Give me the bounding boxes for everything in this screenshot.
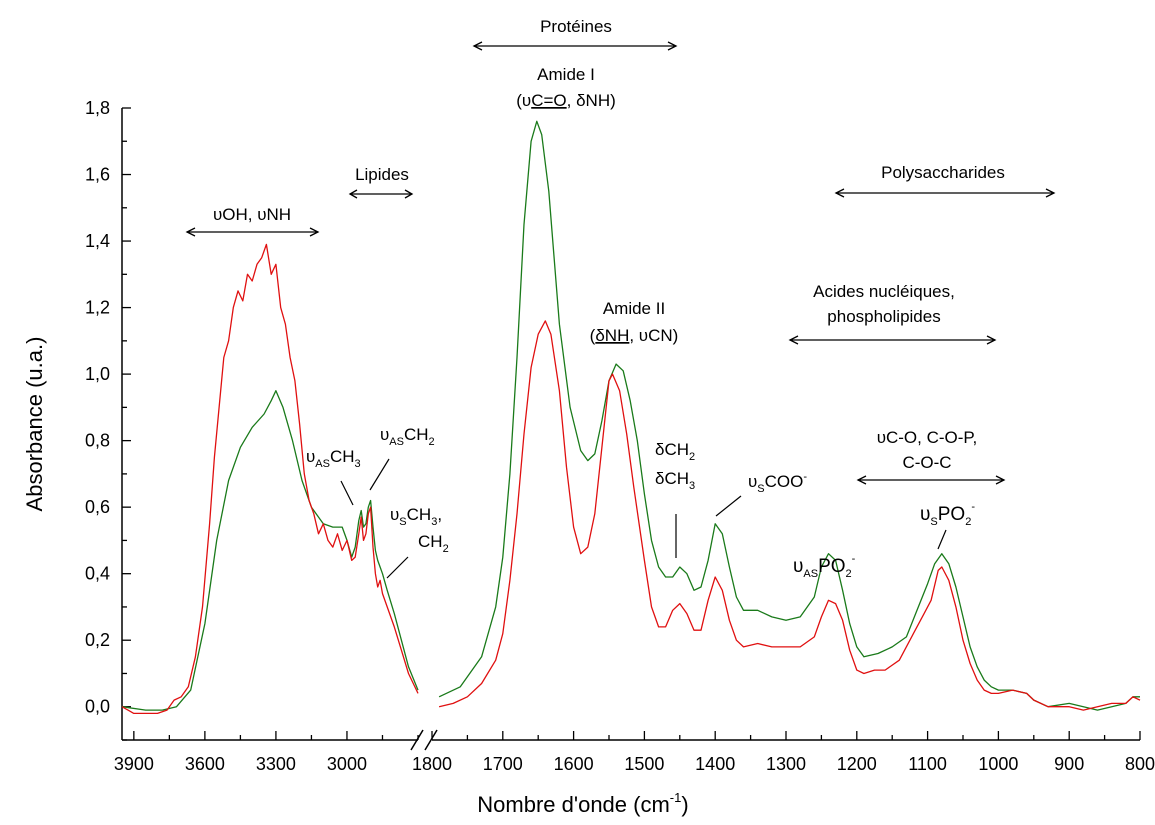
leader-vs-ch3 (386, 556, 409, 579)
x-tick-label: 1300 (766, 754, 806, 774)
arrow-lipides (348, 189, 414, 199)
x-tick-label: 3000 (327, 754, 367, 774)
y-tick-label: 0,2 (85, 630, 110, 650)
annotation-dch3: δCH3 (655, 469, 695, 492)
x-tick-label: 1100 (908, 754, 947, 774)
annotation-vas-po2: υASPO2- (793, 553, 856, 580)
y-tick-label: 0,0 (85, 697, 110, 717)
x-tick-label: 800 (1125, 754, 1155, 774)
spectrum-line-2-segment2 (438, 320, 1141, 711)
arrow-acides (788, 335, 997, 345)
y-tick-label: 1,4 (85, 231, 110, 251)
annotation-vs-ch3: υSCH3, (390, 505, 442, 528)
annotation-proteines: Protéines (540, 17, 612, 36)
x-tick-label: 900 (1054, 754, 1084, 774)
annotation-vs-po2: υSPO2- (920, 501, 975, 528)
arrow-polysaccharides (834, 188, 1056, 198)
x-axis-title-close: ) (681, 792, 688, 817)
annotation-vs-ch2: CH2 (418, 532, 449, 555)
x-tick-label: 3300 (256, 754, 296, 774)
x-axis-title-sup: -1 (670, 790, 682, 805)
x-tick-label: 1700 (483, 754, 523, 774)
axis-break-mark-2 (424, 729, 438, 751)
spectrum-line-1-segment1 (121, 390, 419, 711)
y-axis-title: Absorbance (u.a.) (22, 337, 47, 512)
amide2-underlined: δNH (595, 326, 629, 345)
y-tick-label: 1,8 (85, 98, 110, 118)
leader-vas-ch3 (340, 480, 354, 506)
y-tick-label: 1,0 (85, 364, 110, 384)
annotation-vs-coo: υSCOO- (748, 471, 807, 495)
annotation-co-line2: C-O-C (902, 453, 951, 472)
x-tick-label: 1200 (837, 754, 877, 774)
amide1-underlined: C=O (531, 91, 566, 110)
spectrum-line-1-segment2 (438, 120, 1140, 711)
leader-vs-coo (715, 495, 742, 517)
x-tick-label: 1500 (624, 754, 664, 774)
x-axis-title-text: Nombre d'onde (cm (477, 792, 670, 817)
y-ticks: 0,0 0,2 0,4 0,6 0,8 1,0 1,2 1,4 1,6 1,8 (85, 98, 131, 741)
x-tick-label: 1600 (554, 754, 594, 774)
annotation-amide1-title: Amide I (537, 65, 595, 84)
annotation-oh-nh: υOH, υNH (213, 205, 291, 224)
x-tick-label: 1000 (978, 754, 1018, 774)
arrow-co (856, 475, 1006, 485)
annotation-amide1-groups: (υC=O, δNH) (516, 91, 616, 110)
annotation-vas-ch3: υASCH3 (306, 447, 361, 470)
x-tick-label: 3600 (185, 754, 225, 774)
annotation-acides-line1: Acides nucléiques, (813, 282, 955, 301)
annotation-lipides: Lipides (355, 165, 409, 184)
annotation-polysaccharides: Polysaccharides (881, 163, 1005, 182)
annotation-co-line1: υC-O, C-O-P, (877, 428, 978, 447)
annotation-amide2-title: Amide II (603, 299, 665, 318)
series-lines (121, 120, 1141, 715)
x-axis-title: Nombre d'onde (cm-1) (477, 790, 688, 817)
annotation-amide2-groups: (δNH, υCN) (590, 326, 679, 345)
y-tick-label: 1,6 (85, 165, 110, 185)
leader-vas-ch2 (369, 458, 390, 491)
spectrum-line-2-segment1 (121, 243, 419, 715)
x-tick-label: 3900 (114, 754, 154, 774)
annotation-acides-line2: phospholipides (827, 307, 940, 326)
y-tick-label: 0,8 (85, 431, 110, 451)
x-tick-label: 1400 (695, 754, 735, 774)
y-tick-label: 1,2 (85, 298, 110, 318)
axis-break-mark-1 (410, 729, 424, 751)
arrow-proteines (472, 41, 678, 51)
annotation-dch2: δCH2 (655, 440, 695, 463)
arrow-oh-nh (185, 227, 320, 237)
x-ticks: 3900 3600 3300 3000 1800 1700 1600 1500 1400 1300… (114, 731, 1155, 774)
y-tick-label: 0,6 (85, 497, 110, 517)
annotation-vas-ch2: υASCH2 (380, 425, 435, 448)
x-tick-label: 1800 (412, 754, 452, 774)
leader-vs-po2 (937, 529, 947, 550)
y-tick-label: 0,4 (85, 564, 110, 584)
